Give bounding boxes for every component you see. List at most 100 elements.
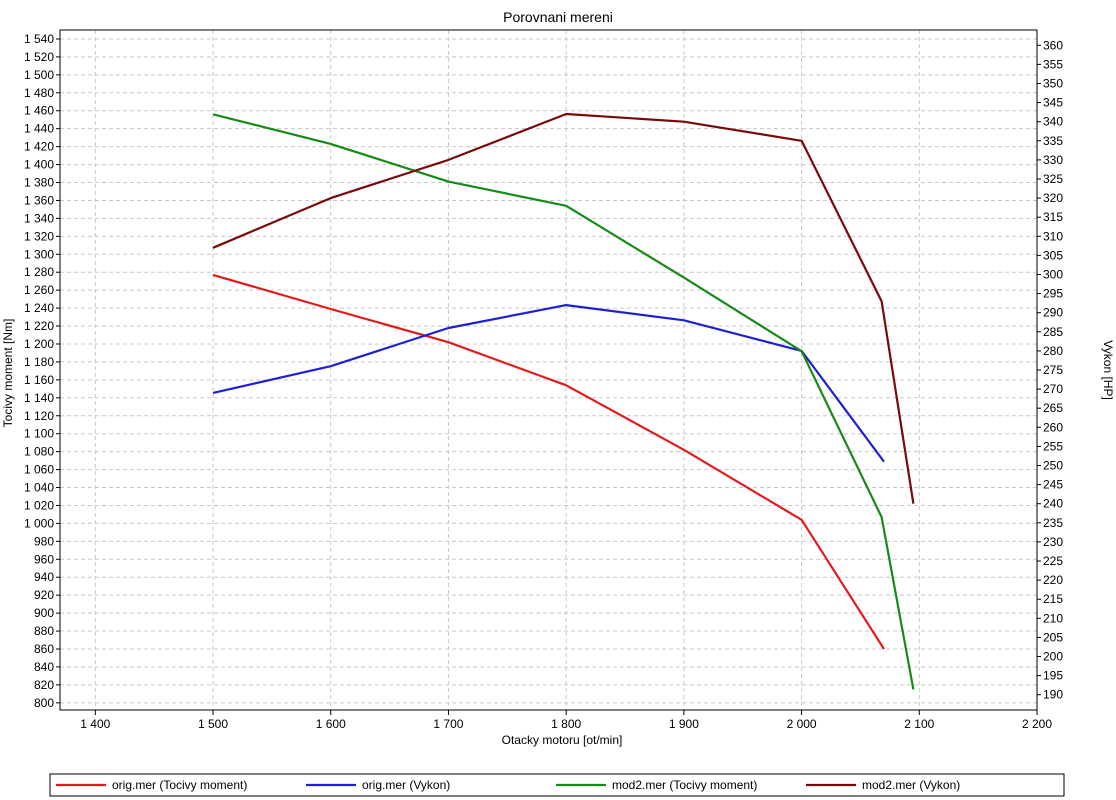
y-right-tick-label: 360 — [1043, 38, 1063, 52]
x-tick-label: 2 000 — [787, 717, 817, 731]
y-right-tick-label: 335 — [1043, 134, 1063, 148]
x-tick-label: 1 900 — [669, 717, 699, 731]
y-right-tick-label: 200 — [1043, 650, 1063, 664]
y-left-tick-label: 840 — [34, 660, 54, 674]
x-axis-title: Otacky motoru [ot/min] — [502, 733, 623, 747]
y-right-tick-label: 350 — [1043, 76, 1063, 90]
y-left-tick-label: 1 040 — [24, 481, 54, 495]
x-tick-label: 2 100 — [904, 717, 934, 731]
y-right-tick-label: 190 — [1043, 688, 1063, 702]
y-left-tick-label: 1 020 — [24, 498, 54, 512]
y-right-tick-label: 230 — [1043, 535, 1063, 549]
y-right-tick-label: 280 — [1043, 344, 1063, 358]
y-right-tick-label: 235 — [1043, 516, 1063, 530]
y-axis-left: 800 820 840 860 880 900 920 940 960 980 1 000 1 020… — [24, 32, 60, 710]
chart-title: Porovnani mereni — [503, 9, 613, 25]
y-axis-right: 190 195 200 205 210 215 220 225 230 235 240 245 250 2… — [1037, 38, 1063, 702]
y-left-tick-label: 1 140 — [24, 391, 54, 405]
y-left-tick-label: 1 440 — [24, 122, 54, 136]
y-left-tick-label: 1 280 — [24, 265, 54, 279]
y-right-tick-label: 285 — [1043, 325, 1063, 339]
legend-label-0: orig.mer (Tocivy moment) — [112, 778, 247, 792]
y-left-tick-label: 1 360 — [24, 193, 54, 207]
y-left-tick-label: 860 — [34, 642, 54, 656]
y-right-tick-label: 325 — [1043, 172, 1063, 186]
legend-label-3: mod2.mer (Vykon) — [862, 778, 960, 792]
series — [212, 112, 915, 690]
y-left-tick-label: 920 — [34, 588, 54, 602]
y-right-tick-label: 265 — [1043, 401, 1063, 415]
y-axis-left-title: Tocivy moment [Nm] — [1, 319, 15, 428]
y-right-tick-label: 295 — [1043, 287, 1063, 301]
y-left-tick-label: 1 060 — [24, 463, 54, 477]
y-left-tick-label: 1 320 — [24, 229, 54, 243]
y-left-tick-label: 1 260 — [24, 283, 54, 297]
legend-label-2: mod2.mer (Tocivy moment) — [612, 778, 757, 792]
legend-label-1: orig.mer (Vykon) — [362, 778, 450, 792]
y-right-tick-label: 245 — [1043, 478, 1063, 492]
y-right-tick-label: 310 — [1043, 229, 1063, 243]
y-left-tick-label: 1 240 — [24, 301, 54, 315]
x-tick-label: 1 600 — [316, 717, 346, 731]
y-right-tick-label: 330 — [1043, 153, 1063, 167]
y-right-tick-label: 220 — [1043, 573, 1063, 587]
y-left-tick-label: 1 420 — [24, 140, 54, 154]
y-right-tick-label: 195 — [1043, 669, 1063, 683]
y-right-tick-label: 320 — [1043, 191, 1063, 205]
y-left-tick-label: 800 — [34, 696, 54, 710]
y-left-tick-label: 900 — [34, 606, 54, 620]
y-right-tick-label: 225 — [1043, 554, 1063, 568]
y-left-tick-label: 1 380 — [24, 176, 54, 190]
y-right-tick-label: 205 — [1043, 630, 1063, 644]
series-line-3 — [212, 112, 915, 504]
y-right-tick-label: 210 — [1043, 611, 1063, 625]
y-left-tick-label: 1 300 — [24, 247, 54, 261]
y-right-tick-label: 340 — [1043, 115, 1063, 129]
y-left-tick-label: 1 460 — [24, 104, 54, 118]
y-left-tick-label: 980 — [34, 534, 54, 548]
x-tick-label: 1 700 — [433, 717, 463, 731]
y-right-tick-label: 270 — [1043, 382, 1063, 396]
x-tick-label: 1 800 — [551, 717, 581, 731]
x-axis: 1 400 1 500 1 600 1 700 1 800 1 900 2 000 2 100… — [80, 710, 1052, 731]
y-left-tick-label: 820 — [34, 678, 54, 692]
series-line-0 — [212, 273, 885, 650]
legend-items: orig.mer (Tocivy moment) orig.mer (Vykon)… — [56, 778, 960, 792]
y-left-tick-label: 1 220 — [24, 319, 54, 333]
y-right-tick-label: 240 — [1043, 497, 1063, 511]
y-left-tick-label: 1 160 — [24, 373, 54, 387]
y-right-tick-label: 275 — [1043, 363, 1063, 377]
x-tick-label: 1 500 — [198, 717, 228, 731]
y-right-tick-label: 260 — [1043, 420, 1063, 434]
series-line-2 — [212, 113, 915, 690]
y-right-tick-label: 345 — [1043, 96, 1063, 110]
y-left-tick-label: 1 340 — [24, 211, 54, 225]
y-right-tick-label: 300 — [1043, 267, 1063, 281]
y-left-tick-label: 1 480 — [24, 86, 54, 100]
y-left-tick-label: 1 520 — [24, 50, 54, 64]
y-left-tick-label: 1 200 — [24, 337, 54, 351]
y-left-tick-label: 1 080 — [24, 445, 54, 459]
y-left-tick-label: 1 540 — [24, 32, 54, 46]
y-left-tick-label: 880 — [34, 624, 54, 638]
x-tick-label: 1 400 — [80, 717, 110, 731]
y-right-tick-label: 255 — [1043, 439, 1063, 453]
y-left-tick-label: 960 — [34, 552, 54, 566]
y-right-tick-label: 215 — [1043, 592, 1063, 606]
y-left-tick-label: 1 400 — [24, 158, 54, 172]
y-right-tick-label: 250 — [1043, 459, 1063, 473]
x-tick-label: 2 200 — [1022, 717, 1052, 731]
y-right-tick-label: 290 — [1043, 306, 1063, 320]
y-right-tick-label: 355 — [1043, 57, 1063, 71]
grid — [60, 30, 1038, 710]
y-right-tick-label: 305 — [1043, 248, 1063, 262]
y-left-tick-label: 1 000 — [24, 516, 54, 530]
y-left-tick-label: 1 180 — [24, 355, 54, 369]
y-left-tick-label: 940 — [34, 570, 54, 584]
y-left-tick-label: 1 120 — [24, 409, 54, 423]
y-left-tick-label: 1 500 — [24, 68, 54, 82]
y-left-tick-label: 1 100 — [24, 427, 54, 441]
y-right-tick-label: 315 — [1043, 210, 1063, 224]
